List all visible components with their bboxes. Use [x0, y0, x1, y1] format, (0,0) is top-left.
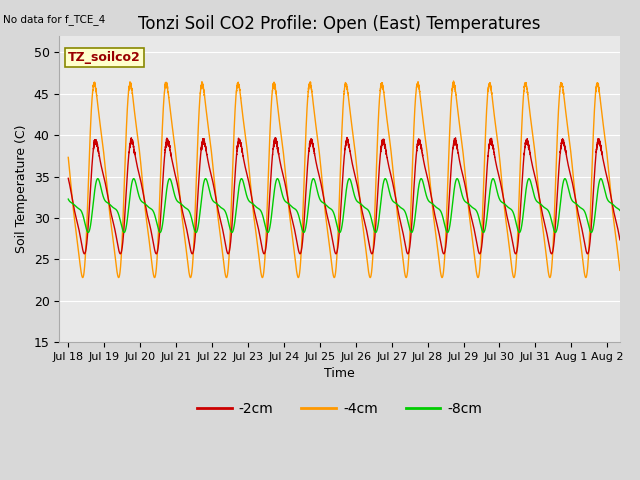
Title: Tonzi Soil CO2 Profile: Open (East) Temperatures: Tonzi Soil CO2 Profile: Open (East) Temp…	[138, 15, 541, 33]
Text: No data for f_TCE_4: No data for f_TCE_4	[3, 14, 106, 25]
Text: TZ_soilco2: TZ_soilco2	[68, 51, 140, 64]
Y-axis label: Soil Temperature (C): Soil Temperature (C)	[15, 125, 28, 253]
Legend: -2cm, -4cm, -8cm: -2cm, -4cm, -8cm	[191, 396, 488, 421]
X-axis label: Time: Time	[324, 367, 355, 380]
